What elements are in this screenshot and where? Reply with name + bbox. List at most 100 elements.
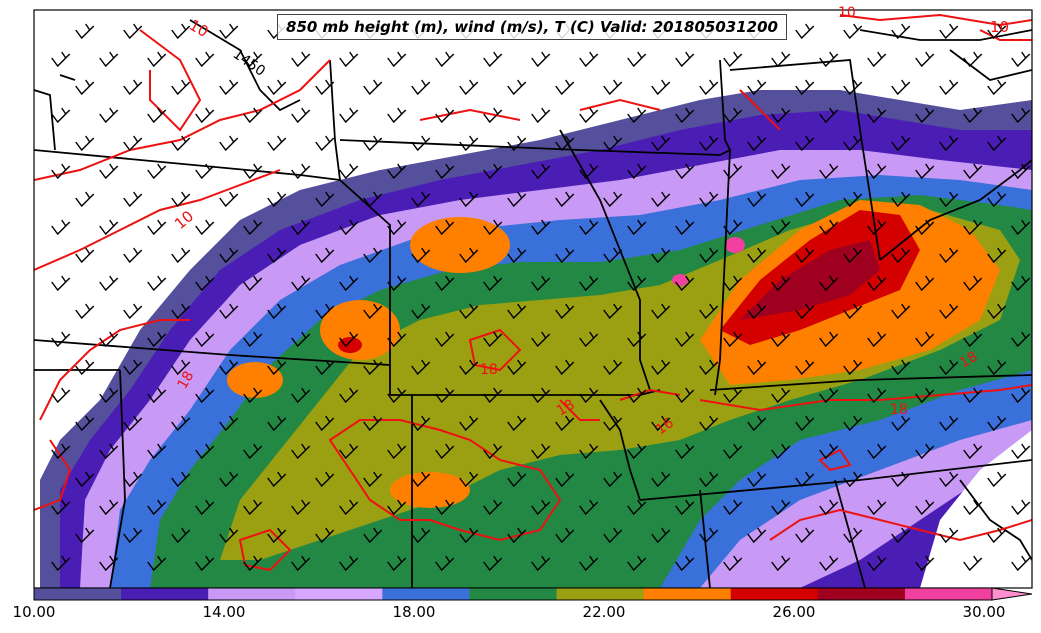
wind-barb bbox=[555, 135, 575, 152]
colorbar-outline bbox=[33, 587, 993, 601]
wind-barb bbox=[171, 79, 191, 96]
temperature-contour-label: 18 bbox=[480, 362, 498, 378]
wind-barb bbox=[339, 387, 359, 404]
wind-barb bbox=[387, 499, 407, 516]
wind-barb bbox=[483, 555, 503, 572]
wind-barb bbox=[483, 443, 503, 460]
wind-barb bbox=[603, 191, 623, 208]
wind-barb bbox=[987, 191, 1007, 208]
wind-barb bbox=[987, 303, 1007, 320]
wind-barb bbox=[915, 51, 935, 68]
wind-barb bbox=[195, 387, 215, 404]
wind-barb bbox=[243, 107, 263, 124]
wind-barb bbox=[483, 163, 503, 180]
wind-barb bbox=[531, 499, 551, 516]
wind-barb bbox=[603, 527, 623, 544]
wind-barb bbox=[387, 163, 407, 180]
wind-barb bbox=[171, 415, 191, 432]
wind-barb bbox=[1011, 51, 1031, 68]
wind-barb bbox=[795, 415, 815, 432]
wind-barb bbox=[579, 443, 599, 460]
wind-barb bbox=[171, 247, 191, 264]
wind-barb bbox=[891, 471, 911, 488]
wind-barb bbox=[243, 387, 263, 404]
map-title-text: 850 mb height (m), wind (m/s), T (C) Val… bbox=[286, 18, 778, 36]
wind-barb bbox=[771, 555, 791, 572]
wind-barb bbox=[627, 51, 647, 68]
colorbar bbox=[33, 587, 1033, 601]
wind-barb bbox=[315, 359, 335, 376]
wind-barb bbox=[219, 191, 239, 208]
wind-barb bbox=[219, 247, 239, 264]
wind-barb bbox=[339, 107, 359, 124]
wind-barb bbox=[267, 359, 287, 376]
wind-barb bbox=[411, 79, 431, 96]
wind-barb bbox=[459, 415, 479, 432]
wind-barb bbox=[435, 387, 455, 404]
wind-barb bbox=[963, 51, 983, 68]
wind-barb bbox=[123, 247, 143, 264]
colorbar-segment bbox=[34, 588, 122, 600]
wind-barb bbox=[99, 443, 119, 460]
wind-barb bbox=[267, 191, 287, 208]
wind-barb bbox=[867, 387, 887, 404]
wind-barb bbox=[795, 79, 815, 96]
wind-barb bbox=[747, 415, 767, 432]
wind-barb bbox=[75, 471, 95, 488]
wind-barb bbox=[459, 527, 479, 544]
wind-barb bbox=[915, 107, 935, 124]
wind-barb bbox=[675, 331, 695, 348]
wind-barb bbox=[459, 247, 479, 264]
wind-barb bbox=[627, 387, 647, 404]
colorbar-segment bbox=[730, 588, 819, 600]
wind-barb bbox=[531, 387, 551, 404]
wind-barb bbox=[291, 219, 311, 236]
wind-barb bbox=[963, 331, 983, 348]
wind-barb bbox=[339, 219, 359, 236]
wind-barb bbox=[195, 555, 215, 572]
colorbar-tick-label: 30.00 bbox=[962, 603, 1006, 621]
wind-barb bbox=[387, 275, 407, 292]
wind-barb bbox=[267, 135, 287, 152]
wind-barb bbox=[243, 555, 263, 572]
wind-barb bbox=[243, 331, 263, 348]
wind-barb bbox=[843, 247, 863, 264]
wind-barb bbox=[243, 275, 263, 292]
wind-barb bbox=[411, 527, 431, 544]
wind-barb bbox=[315, 415, 335, 432]
wind-barb bbox=[963, 219, 983, 236]
wind-barb bbox=[315, 135, 335, 152]
wind-barb bbox=[939, 247, 959, 264]
wind-barb bbox=[555, 191, 575, 208]
wind-barb bbox=[147, 51, 167, 68]
wind-barb bbox=[939, 471, 959, 488]
wind-barb bbox=[603, 415, 623, 432]
wind-barb bbox=[843, 23, 863, 40]
wind-barb bbox=[147, 387, 167, 404]
wind-barb bbox=[51, 219, 71, 236]
wind-barb bbox=[771, 499, 791, 516]
wind-barb bbox=[315, 527, 335, 544]
wind-barb bbox=[651, 191, 671, 208]
wind-barb bbox=[963, 443, 983, 460]
wind-barb bbox=[579, 51, 599, 68]
wind-barb bbox=[819, 107, 839, 124]
wind-barb bbox=[267, 79, 287, 96]
colorbar-extend-arrow bbox=[991, 587, 1033, 601]
wind-barb bbox=[963, 275, 983, 292]
wind-barb bbox=[531, 443, 551, 460]
wind-barb bbox=[483, 51, 503, 68]
wind-barb bbox=[459, 191, 479, 208]
wind-barb bbox=[411, 247, 431, 264]
colorbar-tick-label: 14.00 bbox=[202, 603, 246, 621]
wind-barb bbox=[363, 359, 383, 376]
wind-barb bbox=[771, 51, 791, 68]
wind-barb bbox=[243, 51, 263, 68]
wind-barb bbox=[675, 555, 695, 572]
wind-barb bbox=[867, 51, 887, 68]
wind-barb bbox=[123, 191, 143, 208]
wind-barb bbox=[75, 247, 95, 264]
wind-barb bbox=[315, 471, 335, 488]
wind-barb bbox=[819, 219, 839, 236]
wind-barb bbox=[627, 275, 647, 292]
